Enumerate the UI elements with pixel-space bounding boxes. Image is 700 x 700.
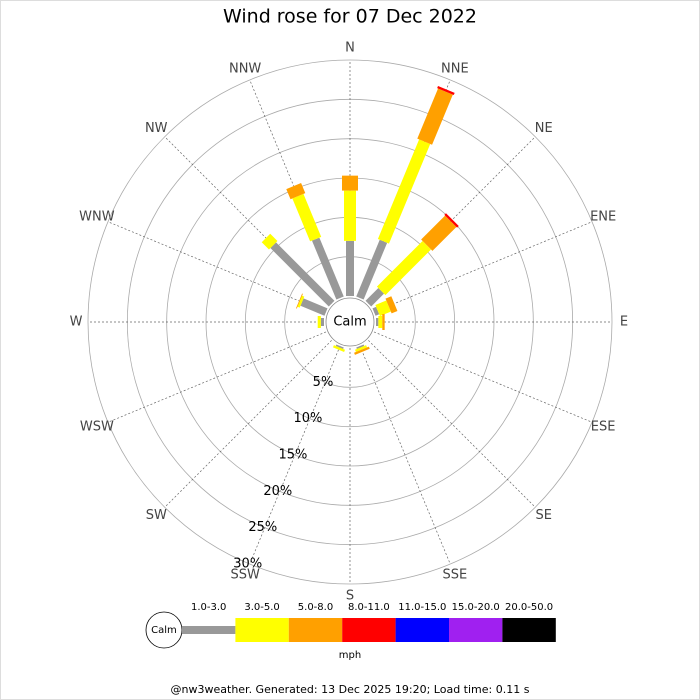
bar-segment (297, 295, 305, 308)
legend-swatch (502, 618, 556, 642)
legend-swatch (288, 618, 343, 642)
spoke (107, 221, 327, 313)
direction-label: WNW (79, 210, 115, 225)
direction-label: ENE (590, 210, 616, 225)
spoke (373, 221, 593, 313)
legend-swatch (395, 618, 449, 642)
bar-segment (355, 345, 367, 352)
calm-circle (325, 297, 375, 347)
direction-label: S (346, 589, 354, 604)
calm-label: Calm (333, 315, 366, 330)
direction-label: NW (145, 121, 168, 136)
r-tick-label: 30% (233, 557, 262, 572)
direction-label: E (620, 315, 628, 330)
direction-label: N (345, 41, 355, 56)
legend-swatch (182, 626, 236, 634)
bar-segment (333, 345, 345, 352)
direction-label: SSE (442, 568, 467, 583)
bar-segment (311, 237, 344, 300)
direction-label: SW (146, 508, 167, 523)
legend-label: 3.0-5.0 (244, 602, 279, 613)
legend-label: 15.0-20.0 (452, 602, 500, 613)
direction-label: ESE (591, 419, 616, 434)
bar-segment (417, 88, 453, 145)
bar-segment (376, 240, 432, 296)
direction-label: NNW (229, 61, 261, 76)
spoke (164, 340, 332, 508)
r-tick-label: 25% (248, 520, 277, 535)
direction-label: SE (536, 508, 552, 523)
chart-title: Wind rose for 07 Dec 2022 (223, 6, 477, 28)
bar-segment (261, 233, 278, 250)
legend-label: 11.0-15.0 (398, 602, 446, 613)
bar-segment (365, 287, 385, 307)
spoke (373, 331, 593, 423)
bar-segment (421, 215, 457, 251)
spoke (368, 340, 536, 508)
legend-label: 5.0-8.0 (298, 602, 333, 613)
r-tick-label: 20% (263, 484, 292, 499)
bar-segment (286, 182, 306, 200)
legend-swatch (235, 618, 289, 642)
direction-label: W (70, 315, 83, 330)
bar-segment (437, 85, 455, 96)
bar-segment (385, 296, 398, 314)
direction-label: SSW (230, 568, 260, 583)
r-tick-label: 15% (278, 448, 307, 463)
bar-segment (375, 300, 391, 317)
legend-calm-label: Calm (151, 625, 177, 636)
legend-unit: mph (339, 650, 361, 661)
direction-label: NNE (441, 61, 469, 76)
grid-ring (87, 59, 613, 585)
bar-segment (372, 306, 380, 316)
bar-segment (270, 242, 335, 307)
legend-label: 1.0-3.0 (191, 602, 226, 613)
bar-segment (335, 344, 344, 350)
legend-label: 20.0-50.0 (505, 602, 553, 613)
direction-label: WSW (80, 419, 114, 434)
bar-segment (292, 193, 322, 242)
spoke (359, 345, 451, 565)
direction-label: NE (535, 121, 553, 136)
bar-segment (300, 298, 328, 316)
r-tick-label: 5% (313, 375, 334, 390)
legend-swatch (449, 618, 503, 642)
legend-swatch (342, 618, 396, 642)
bar-segment (354, 346, 370, 355)
bar-segment (356, 239, 388, 300)
spoke (164, 136, 332, 304)
bar-segment (444, 213, 459, 228)
spoke (107, 331, 327, 423)
legend-label: 8.0-11.0 (348, 602, 390, 613)
spoke (249, 345, 341, 565)
footer: @nw3weather. Generated: 13 Dec 2025 19:2… (171, 683, 530, 696)
bar-segment (356, 344, 365, 350)
r-tick-label: 10% (293, 411, 322, 426)
bar-segment (377, 139, 431, 244)
